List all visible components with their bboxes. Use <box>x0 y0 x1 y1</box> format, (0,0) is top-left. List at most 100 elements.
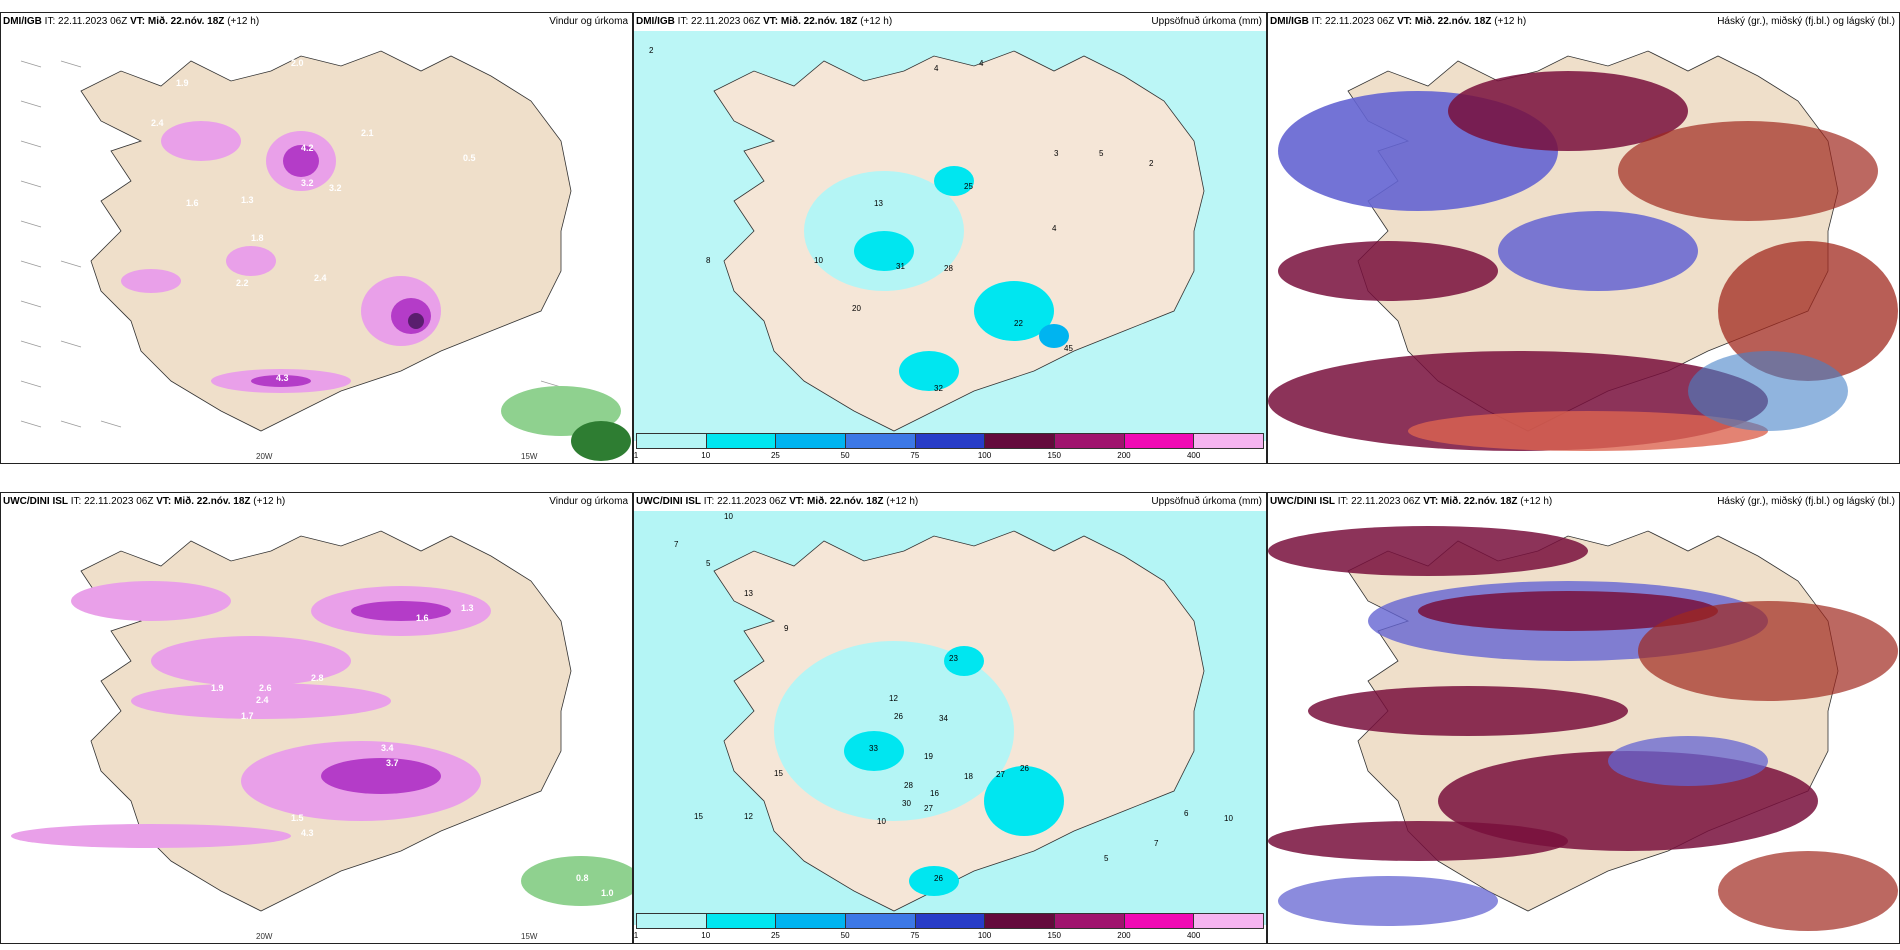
precip-value: 22 <box>1014 319 1023 328</box>
precip-label: 2.2 <box>236 278 249 288</box>
wind-precip-map: 4.3 1.3 1.6 2.4 1.7 2.6 1.5 2.8 1.9 3.4 … <box>1 511 632 943</box>
colorbar-segment <box>985 434 1056 448</box>
precip-label: 0.6 <box>531 840 544 850</box>
colorbar-tick: 200 <box>1117 451 1131 460</box>
precip-label: 1.9 <box>176 78 189 88</box>
precip-value: 2 <box>649 46 654 55</box>
accum-precip-map: 2 4 4 25 13 3 5 2 4 8 10 31 28 20 22 45 … <box>634 31 1266 445</box>
colorbar-segment <box>706 914 777 928</box>
colorbar-tick: 200 <box>1117 931 1131 940</box>
panel-product-title: Uppsöfnuð úrkoma (mm) <box>1151 16 1262 27</box>
precip-label: 0.5 <box>611 923 624 933</box>
panel-dmi-accum-precip: DMI/IGB IT: 22.11.2023 06Z VT: Mið. 22.n… <box>633 12 1267 464</box>
colorbar-segment <box>1194 434 1264 448</box>
precip-label: 3.4 <box>381 743 394 753</box>
precip-value: 26 <box>1020 764 1029 773</box>
precip-value: 9 <box>784 624 789 633</box>
precip-label: 1.0 <box>601 888 614 898</box>
precip-value: 25 <box>964 182 973 191</box>
precip-areas <box>121 121 631 461</box>
panel-header: DMI/IGB IT: 22.11.2023 06Z VT: Mið. 22.n… <box>1270 16 1527 27</box>
precip-value: 18 <box>964 772 973 781</box>
lon-label: 15W <box>521 932 538 941</box>
colorbar-tick: 400 <box>1186 931 1201 940</box>
panel-dmi-wind: DMI/IGB IT: 22.11.2023 06Z VT: Mið. 22.n… <box>0 12 633 464</box>
panel-product-title: Uppsöfnuð úrkoma (mm) <box>1151 496 1262 507</box>
precip-label: 2.0 <box>291 58 304 68</box>
precip-label: 1.3 <box>241 195 254 205</box>
precip-value: 10 <box>877 817 886 826</box>
precip-label: 2.6 <box>259 683 272 693</box>
precip-value: 34 <box>939 714 948 723</box>
colorbar-tick: 10 <box>701 931 711 940</box>
precip-label: 0.6 <box>391 923 404 933</box>
precip-value: 4 <box>934 64 939 73</box>
colorbar-tick: 25 <box>770 451 780 460</box>
panel-header: UWC/DINI ISL IT: 22.11.2023 06Z VT: Mið.… <box>636 496 919 507</box>
precip-value: 5 <box>1104 854 1109 863</box>
precip-value: 31 <box>896 262 905 271</box>
precip-value: 26 <box>894 712 903 721</box>
precip-value: 13 <box>744 589 753 598</box>
precip-label: 4.3 <box>301 828 314 838</box>
panel-header: UWC/DINI ISL IT: 22.11.2023 06Z VT: Mið.… <box>1270 496 1553 507</box>
colorbar-tick: 1 <box>633 931 639 940</box>
precip-label: 1.9 <box>211 683 224 693</box>
precip-label: 2.4 <box>314 273 327 283</box>
cloud-cover-map <box>1268 31 1899 463</box>
precip-label: 3.2 <box>301 178 314 188</box>
colorbar-segment <box>776 914 847 928</box>
colorbar-tick: 25 <box>770 931 780 940</box>
panel-product-title: Háský (gr.), miðský (fj.bl.) og lágský (… <box>1717 496 1895 507</box>
lon-label: 20W <box>256 932 273 941</box>
precip-label: 0.8 <box>576 873 589 883</box>
panel-dmi-clouds: DMI/IGB IT: 22.11.2023 06Z VT: Mið. 22.n… <box>1267 12 1900 464</box>
precip-value: 10 <box>814 256 823 265</box>
precip-label: 1.7 <box>241 711 254 721</box>
precip-value: 7 <box>674 540 679 549</box>
panel-product-title: Vindur og úrkoma <box>549 16 628 27</box>
panel-product-title: Háský (gr.), miðský (fj.bl.) og lágský (… <box>1717 16 1895 27</box>
precip-label: 4.3 <box>276 373 289 383</box>
colorbar-tick: 10 <box>701 451 711 460</box>
colorbar-segment <box>1194 914 1264 928</box>
precip-value: 33 <box>869 744 878 753</box>
cloud-cover-map <box>1268 511 1899 943</box>
panel-header: UWC/DINI ISL IT: 22.11.2023 06Z VT: Mið.… <box>3 496 286 507</box>
precip-value: 15 <box>774 769 783 778</box>
precip-value: 6 <box>1184 809 1189 818</box>
colorbar-segment <box>776 434 847 448</box>
colorbar-tick: 1 <box>633 451 639 460</box>
colorbar-tick: 50 <box>840 451 850 460</box>
precip-label: 1.8 <box>251 233 264 243</box>
colorbar-segment <box>637 434 707 448</box>
accum-precip-map: 10 7 5 13 9 12 26 34 33 23 19 28 16 18 2… <box>634 511 1266 925</box>
colorbar-segment <box>915 434 986 448</box>
colorbar-segment <box>1124 434 1195 448</box>
colorbar-tick: 150 <box>1047 931 1061 940</box>
colorbar-tick: 75 <box>910 931 920 940</box>
colorbar-segment <box>846 434 916 448</box>
precip-value: 5 <box>1099 149 1104 158</box>
precip-value: 23 <box>949 654 958 663</box>
colorbar-segment <box>706 434 777 448</box>
lon-label: 20W <box>256 452 273 461</box>
precip-value: 30 <box>902 799 911 808</box>
wind-barbs <box>20 60 602 428</box>
precip-label: 1.3 <box>461 603 474 613</box>
precip-value: 8 <box>706 256 711 265</box>
colorbar-segment <box>1055 914 1125 928</box>
precip-value: 26 <box>934 874 943 883</box>
panel-header: DMI/IGB IT: 22.11.2023 06Z VT: Mið. 22.n… <box>636 16 893 27</box>
precip-value: 4 <box>1052 224 1057 233</box>
precip-value: 16 <box>930 789 939 798</box>
precip-label: 0.5 <box>463 153 476 163</box>
precip-value: 3 <box>1054 149 1059 158</box>
precip-value: 28 <box>904 781 913 790</box>
precip-label: 0.2 <box>591 373 604 383</box>
precip-label: 1.5 <box>291 813 304 823</box>
precip-label: 2.8 <box>311 673 324 683</box>
colorbar-segment <box>1055 434 1125 448</box>
precip-value: 13 <box>874 199 883 208</box>
precip-value: 4 <box>979 59 984 68</box>
